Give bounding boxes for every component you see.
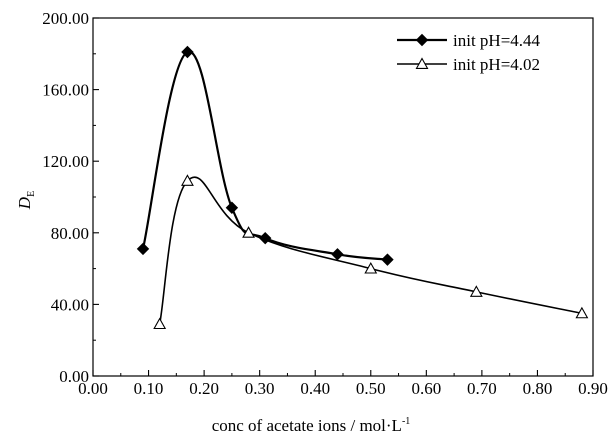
y-tick-label: 200.00 (42, 9, 89, 28)
x-tick-label: 0.60 (411, 379, 441, 398)
y-tick-label: 0.00 (59, 367, 89, 386)
x-axis-ticks: 0.00 0.10 0.20 0.30 0.40 0.50 0.60 0.70 0.80 0.90 (78, 370, 608, 398)
legend-label: init pH=4.02 (453, 55, 540, 74)
x-tick-label: 0.80 (523, 379, 553, 398)
series-line-1 (141, 50, 388, 261)
y-tick-label: 120.00 (42, 152, 89, 171)
x-tick-label: 0.30 (245, 379, 275, 398)
data-point-triangle (364, 261, 378, 274)
y-tick-label: 40.00 (51, 295, 89, 314)
data-point-diamond (331, 248, 344, 261)
legend-marker-diamond (415, 33, 429, 47)
data-point-diamond (181, 45, 194, 59)
x-tick-label: 0.40 (300, 379, 330, 398)
y-tick-label: 80.00 (51, 224, 89, 243)
data-point-diamond (381, 253, 394, 266)
x-tick-label: 0.00 (78, 379, 108, 398)
legend: init pH=4.44 init pH=4.02 (397, 31, 541, 74)
series-curves (141, 50, 583, 325)
data-point-triangle (469, 285, 483, 297)
y-axis-ticks: 0.00 40.00 80.00 120.00 160.00 200.00 (42, 9, 99, 386)
data-point-diamond (225, 201, 239, 214)
data-point-triangle (242, 226, 255, 238)
legend-label: init pH=4.44 (453, 31, 541, 50)
data-point-triangle (575, 306, 589, 319)
data-point-triangle (181, 174, 194, 186)
series-line-2 (158, 176, 583, 325)
x-tick-label: 0.20 (189, 379, 219, 398)
series-markers (136, 45, 589, 330)
x-axis-title: conc of acetate ions / mol·L-1 (212, 416, 411, 435)
y-tick-label: 160.00 (42, 81, 89, 100)
data-point-diamond (136, 242, 150, 256)
x-tick-label: 0.50 (356, 379, 386, 398)
x-tick-label: 0.70 (467, 379, 497, 398)
data-point-diamond (259, 231, 272, 245)
x-tick-label: 0.90 (578, 379, 608, 398)
data-point-triangle (153, 317, 167, 330)
legend-marker-triangle (415, 57, 429, 69)
x-tick-label: 0.10 (134, 379, 164, 398)
y-axis-title: DE (15, 191, 37, 210)
